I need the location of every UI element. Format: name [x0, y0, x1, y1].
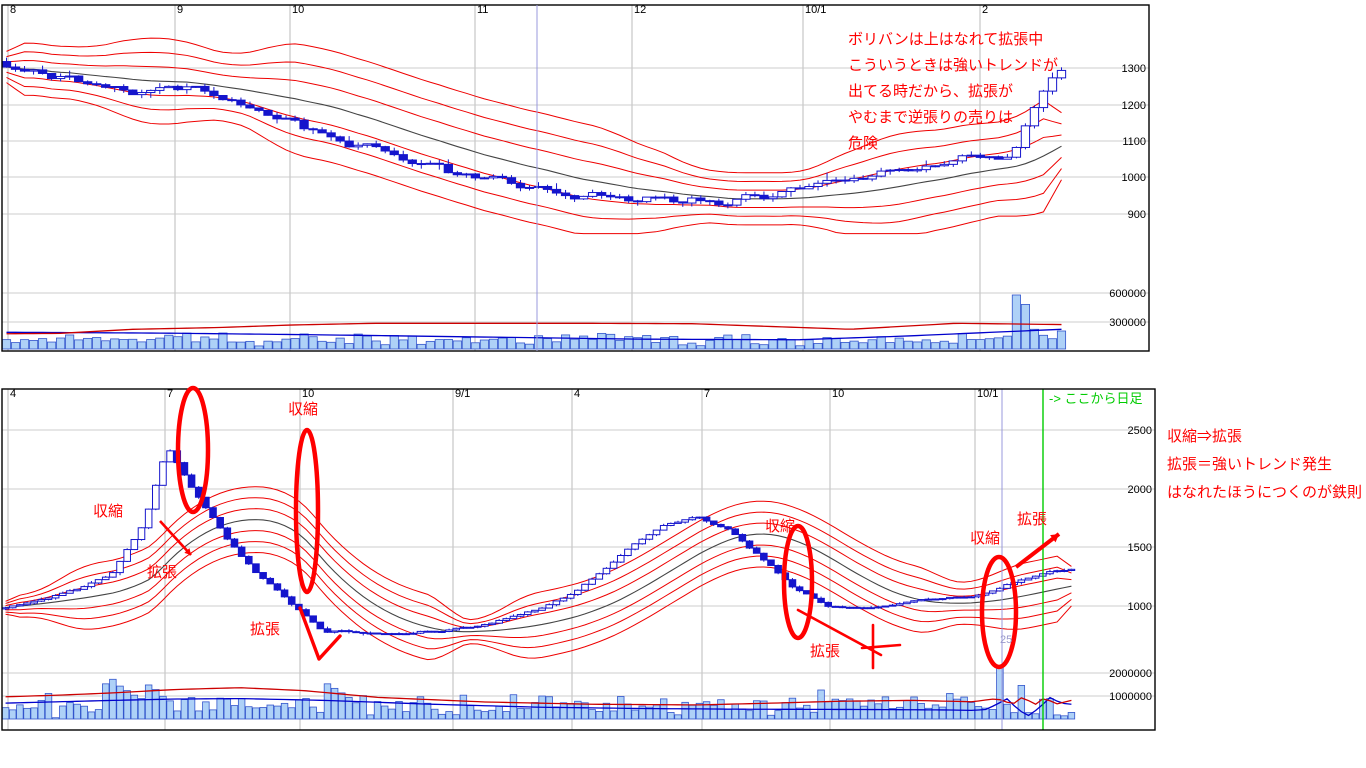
svg-text:8: 8 — [10, 4, 16, 16]
svg-text:1100: 1100 — [1122, 136, 1146, 148]
svg-text:2500: 2500 — [1128, 425, 1152, 437]
svg-text:10: 10 — [292, 4, 304, 16]
svg-text:収縮: 収縮 — [93, 503, 123, 520]
svg-text:1500: 1500 — [1128, 542, 1152, 554]
svg-text:2000: 2000 — [1128, 484, 1152, 496]
svg-text:収縮: 収縮 — [765, 518, 795, 535]
svg-text:はなれたほうにつくのが鉄則: はなれたほうにつくのが鉄則 — [1167, 484, 1362, 501]
svg-text:10: 10 — [832, 388, 844, 400]
svg-text:10/1: 10/1 — [805, 4, 826, 16]
svg-text:9/1: 9/1 — [455, 388, 470, 400]
svg-text:600000: 600000 — [1109, 288, 1146, 300]
svg-text:ボリバンは上はなれて拡張中: ボリバンは上はなれて拡張中 — [848, 31, 1043, 48]
svg-text:収縮: 収縮 — [288, 401, 318, 418]
svg-text:2: 2 — [982, 4, 988, 16]
svg-text:4: 4 — [574, 388, 580, 400]
svg-text:拡張: 拡張 — [1017, 511, 1047, 528]
svg-text:25: 25 — [1000, 634, 1012, 646]
svg-text:1000: 1000 — [1128, 601, 1152, 613]
svg-text:1300: 1300 — [1122, 63, 1146, 75]
svg-text:危険: 危険 — [848, 135, 878, 152]
svg-text:900: 900 — [1128, 209, 1146, 221]
svg-text:こういうときは強いトレンドが: こういうときは強いトレンドが — [848, 57, 1058, 74]
svg-text:-> ここから日足: -> ここから日足 — [1049, 391, 1143, 406]
svg-text:2000000: 2000000 — [1109, 668, 1152, 680]
svg-text:1200: 1200 — [1122, 100, 1146, 112]
svg-text:7: 7 — [704, 388, 710, 400]
svg-text:300000: 300000 — [1109, 317, 1146, 329]
svg-text:10/1: 10/1 — [977, 388, 998, 400]
svg-text:収縮: 収縮 — [970, 530, 1000, 547]
svg-text:出てる時だから、拡張が: 出てる時だから、拡張が — [848, 83, 1013, 100]
svg-text:4: 4 — [10, 388, 16, 400]
svg-text:10: 10 — [302, 388, 314, 400]
svg-text:11: 11 — [477, 4, 488, 16]
svg-text:1000000: 1000000 — [1109, 691, 1152, 703]
svg-text:拡張: 拡張 — [810, 643, 840, 660]
svg-text:やむまで逆張りの売りは: やむまで逆張りの売りは — [848, 109, 1013, 126]
svg-text:9: 9 — [177, 4, 183, 16]
svg-text:拡張: 拡張 — [250, 621, 280, 638]
svg-text:収縮⇒拡張: 収縮⇒拡張 — [1167, 428, 1242, 445]
svg-text:拡張: 拡張 — [147, 564, 177, 581]
svg-text:12: 12 — [634, 4, 646, 16]
svg-text:1000: 1000 — [1122, 172, 1146, 184]
svg-text:7: 7 — [167, 388, 173, 400]
svg-text:拡張＝強いトレンド発生: 拡張＝強いトレンド発生 — [1167, 456, 1332, 473]
